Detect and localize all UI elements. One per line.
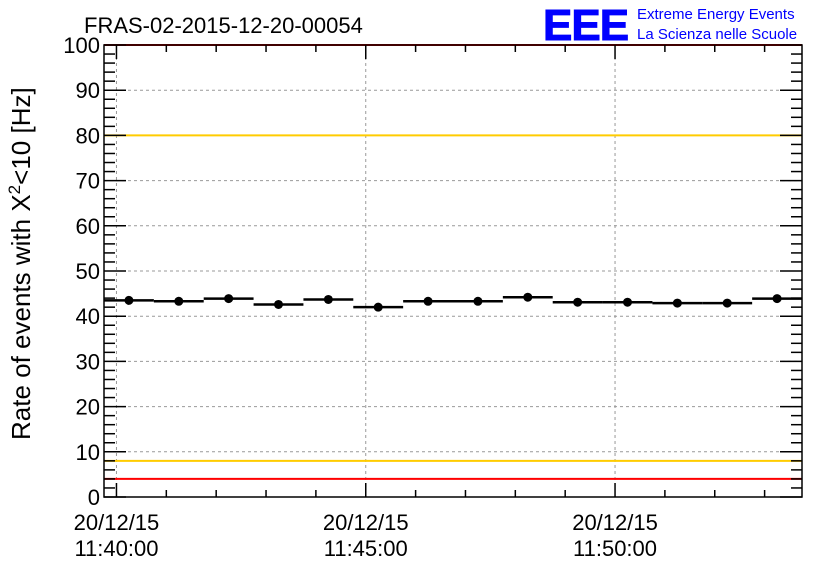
data-point <box>323 294 333 304</box>
y-tick-label: 0 <box>88 485 100 510</box>
x-tick-time: 11:40:00 <box>74 536 158 561</box>
eee-logo: EEE Extreme Energy Events La Scienza nel… <box>543 1 798 51</box>
logo-line2: La Scienza nelle Scuole <box>637 26 797 43</box>
y-tick-label: 80 <box>76 123 100 148</box>
y-tick-label: 50 <box>76 259 100 284</box>
data-point <box>672 298 682 308</box>
y-tick-label: 70 <box>76 169 100 194</box>
data-point <box>373 302 383 312</box>
chart-title: FRAS-02-2015-12-20-00054 <box>84 13 363 38</box>
x-tick-time: 11:50:00 <box>573 536 657 561</box>
data-point <box>473 296 483 306</box>
data-point <box>772 294 782 304</box>
data-point <box>722 298 732 308</box>
data-point <box>224 294 234 304</box>
data-point <box>174 296 184 306</box>
x-tick-date: 20/12/15 <box>74 510 160 535</box>
y-tick-label: 30 <box>76 349 100 374</box>
data-point <box>124 295 134 305</box>
y-axis-label: Rate of events with X2<10 [Hz] <box>5 87 36 440</box>
data-point <box>623 297 632 307</box>
data-point <box>423 296 433 306</box>
y-tick-label: 40 <box>76 304 100 329</box>
data-point <box>523 292 533 302</box>
x-tick-date: 20/12/15 <box>572 510 658 535</box>
x-tick-date: 20/12/15 <box>323 510 409 535</box>
x-tick-time: 11:45:00 <box>324 536 408 561</box>
y-tick-label: 60 <box>76 214 100 239</box>
logo-line1: Extreme Energy Events <box>637 6 795 23</box>
y-tick-label: 100 <box>63 33 100 58</box>
logo-mark: EEE <box>543 1 628 50</box>
y-tick-label: 10 <box>76 440 100 465</box>
data-point <box>573 297 583 307</box>
y-tick-label: 20 <box>76 395 100 420</box>
y-tick-label: 90 <box>76 78 100 103</box>
data-point <box>274 299 283 309</box>
